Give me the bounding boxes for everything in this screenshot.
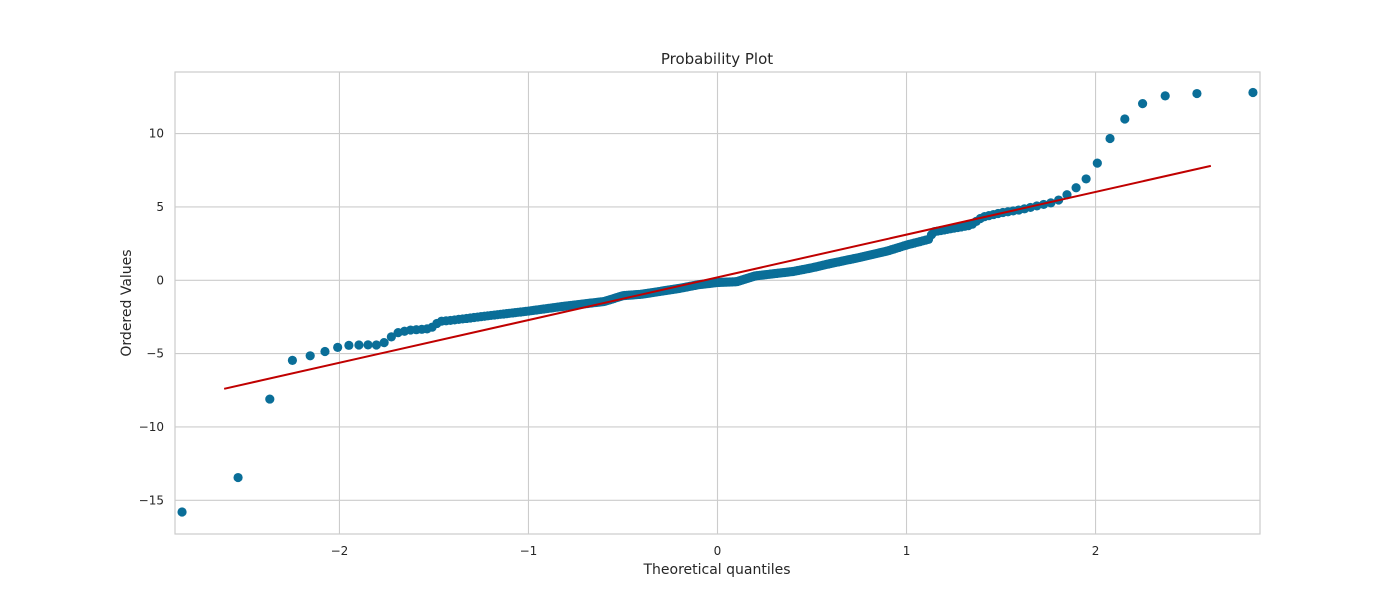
- data-point: [363, 340, 373, 350]
- data-point: [265, 394, 275, 404]
- data-point: [354, 340, 364, 350]
- data-point: [1071, 183, 1081, 193]
- y-axis-label: Ordered Values: [119, 249, 135, 356]
- data-point: [305, 351, 315, 361]
- y-tick-label: −10: [139, 420, 164, 434]
- data-point: [1192, 88, 1202, 99]
- grid-lines: [175, 72, 1260, 534]
- plot-frame: [174, 71, 1261, 535]
- data-point: [333, 342, 343, 352]
- data-point: [177, 507, 187, 517]
- data-point: [287, 355, 298, 365]
- data-point: [320, 346, 330, 357]
- data-point: [1120, 114, 1130, 124]
- x-axis-label: Theoretical quantiles: [642, 562, 790, 578]
- y-tick-label: 0: [156, 273, 164, 287]
- x-tick-label: −1: [520, 544, 538, 558]
- y-tick-label: 10: [149, 127, 164, 141]
- data-point: [233, 472, 243, 483]
- data-point: [371, 340, 381, 350]
- data-point: [379, 338, 389, 348]
- data-point: [1248, 87, 1258, 98]
- fit-line-layer: [223, 164, 1212, 390]
- x-tick-label: 1: [903, 544, 911, 558]
- data-point: [344, 340, 354, 350]
- x-tick-label: 2: [1092, 544, 1100, 558]
- y-tick-label: −15: [139, 493, 164, 507]
- x-tick-label: −2: [331, 544, 349, 558]
- fit-line: [223, 164, 1212, 390]
- chart-title: Probability Plot: [661, 50, 773, 68]
- data-point: [1081, 174, 1091, 184]
- y-tick-labels: −15 −10 −5 0 5 10: [139, 127, 164, 508]
- x-tick-label: 0: [714, 544, 722, 558]
- x-tick-labels: −2 −1 0 1 2: [331, 544, 1100, 558]
- data-point: [1105, 133, 1115, 144]
- data-point: [1092, 158, 1102, 168]
- data-point: [1160, 91, 1170, 101]
- data-point: [386, 332, 396, 342]
- y-tick-label: 5: [156, 200, 164, 214]
- y-tick-label: −5: [146, 347, 164, 361]
- data-point: [1137, 99, 1148, 109]
